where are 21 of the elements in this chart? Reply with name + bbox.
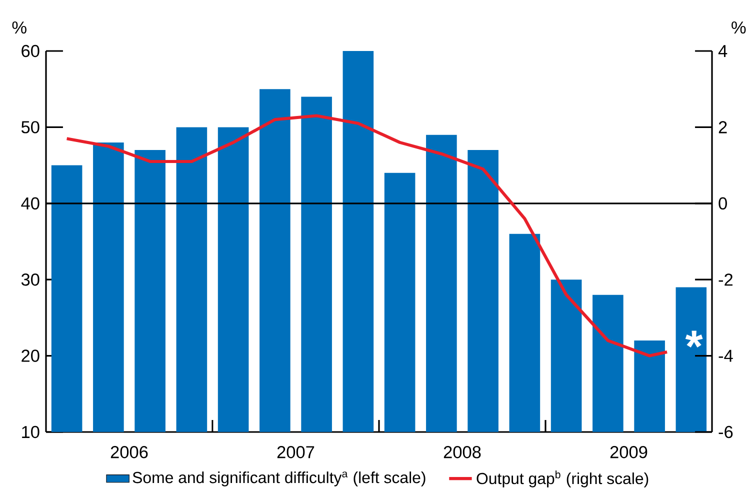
y-axis-title: % — [12, 21, 26, 34]
x-tick-label: 2007 — [277, 446, 314, 458]
y2-tick-label: -4 — [718, 350, 733, 362]
y2-tick-label: 4 — [718, 45, 728, 57]
y2-tick-label: 2 — [718, 121, 727, 134]
x-tick-label: 2006 — [110, 446, 148, 458]
y2-tick-label: -6 — [718, 426, 733, 438]
y-tick-label: 60 — [22, 44, 40, 58]
x-tick-label: 2009 — [610, 446, 648, 458]
legend-label: Some and significant difficulty$^{a}$ (left scale) — [132, 472, 426, 486]
x-tick-label: 2008 — [444, 446, 481, 458]
y-tick-label: 10 — [22, 426, 40, 438]
y2-tick-label: -2 — [718, 274, 733, 286]
y-tick-label: 20 — [22, 350, 40, 362]
y-tick-label: 40 — [21, 197, 40, 210]
annotation: * — [685, 330, 703, 348]
y-tick-label: 30 — [21, 273, 40, 286]
y-tick-label: 50 — [21, 121, 40, 134]
legend-label: Output gap$^{b}$ (right scale) — [476, 470, 648, 488]
y2-tick-label: 0 — [718, 197, 727, 210]
y2-axis-title: % — [732, 21, 746, 34]
